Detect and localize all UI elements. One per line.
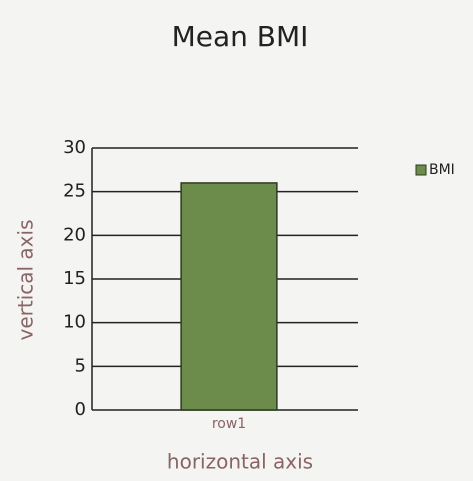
y-tick-label: 30 bbox=[63, 137, 86, 158]
y-tick-label: 10 bbox=[63, 312, 86, 333]
legend-label: BMI bbox=[429, 162, 455, 178]
y-tick-label: 20 bbox=[63, 224, 86, 245]
legend-swatch bbox=[415, 164, 427, 176]
y-tick-label: 0 bbox=[75, 399, 86, 420]
y-tick-label: 5 bbox=[75, 355, 86, 376]
bar bbox=[180, 182, 278, 411]
x-axis-label: horizontal axis bbox=[167, 450, 313, 474]
y-tick-label: 25 bbox=[63, 181, 86, 202]
chart-title: Mean BMI bbox=[172, 20, 309, 53]
y-tick-label: 15 bbox=[63, 268, 86, 289]
y-axis-label: vertical axis bbox=[14, 220, 38, 341]
x-tick-label: row1 bbox=[212, 416, 246, 432]
